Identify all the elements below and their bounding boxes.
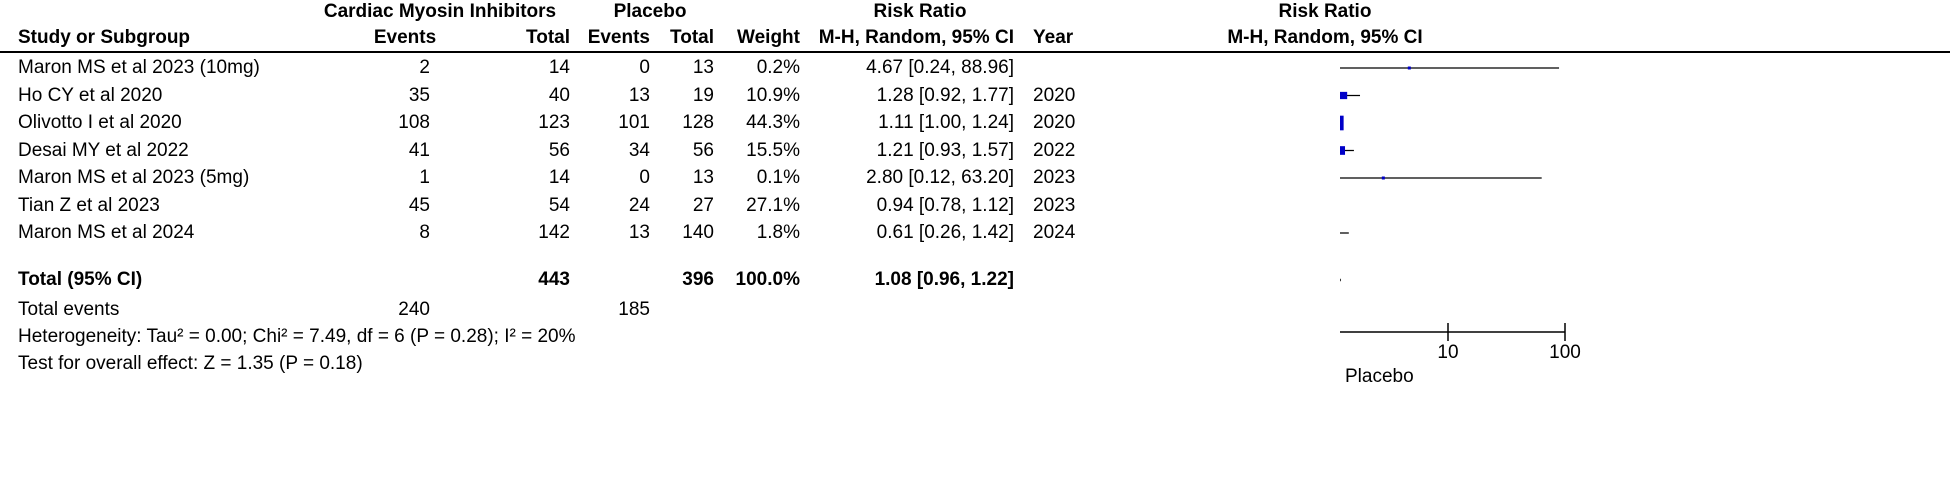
header-year: Year [1033, 27, 1074, 48]
effect-marker [1407, 66, 1411, 70]
study-year: 2023 [1033, 194, 1076, 216]
total-total2: 396 [682, 269, 714, 290]
study-ci: 1.21 [0.93, 1.57] [876, 139, 1014, 161]
pooled-diamond [1340, 278, 1342, 282]
header-weight: Weight [737, 27, 800, 48]
study-total2: 140 [682, 222, 714, 243]
study-total1: 123 [538, 112, 570, 133]
study-year: 2020 [1033, 84, 1076, 106]
study-total2: 56 [692, 139, 714, 161]
total-events-label: Total events [18, 299, 120, 320]
study-total1: 56 [548, 139, 570, 161]
study-total1: 54 [548, 194, 570, 216]
heterogeneity-text: Heterogeneity: Tau² = 0.00; Chi² = 7.49,… [18, 326, 576, 347]
study-events1: 35 [408, 84, 430, 106]
study-year: 2022 [1033, 139, 1076, 161]
study-weight: 1.8% [756, 222, 800, 243]
forest-plot: 0.010.1110100Cardiac Myosin InhibitorsPl… [1340, 66, 1581, 387]
study-ci: 0.61 [0.26, 1.42] [876, 222, 1014, 243]
header-events2: Events [587, 27, 650, 48]
overall-effect-text: Test for overall effect: Z = 1.35 (P = 0… [18, 353, 363, 374]
header-method: M-H, Random, 95% CI [818, 27, 1014, 48]
header-study: Study or Subgroup [18, 27, 191, 48]
study-events2: 13 [628, 84, 650, 106]
favours-right-label: Placebo [1345, 366, 1414, 387]
total-weight: 100.0% [735, 269, 800, 290]
study-year: 2020 [1033, 112, 1076, 133]
total-ci: 1.08 [0.96, 1.22] [874, 269, 1014, 290]
study-name: Maron MS et al 2023 (10mg) [18, 57, 260, 78]
study-weight: 15.5% [746, 139, 800, 161]
study-total1: 14 [548, 167, 570, 188]
study-events1: 41 [408, 139, 430, 161]
study-total2: 13 [692, 57, 714, 78]
header-plot-method: M-H, Random, 95% CI [1227, 27, 1423, 48]
total-total1: 443 [538, 269, 570, 290]
study-events2: 0 [639, 167, 650, 188]
study-events1: 8 [419, 222, 430, 243]
header-events1: Events [373, 27, 437, 48]
study-name: Desai MY et al 2022 [18, 139, 189, 161]
study-weight: 27.1% [746, 194, 800, 216]
study-year: 2024 [1033, 222, 1076, 243]
study-name: Tian Z et al 2023 [18, 194, 160, 216]
study-total2: 27 [692, 194, 714, 216]
study-events1: 2 [419, 57, 430, 78]
study-weight: 44.3% [746, 112, 800, 133]
study-name: Ho CY et al 2020 [18, 84, 163, 106]
effect-marker [1381, 176, 1385, 180]
tick-label: 10 [1437, 342, 1458, 363]
study-name: Maron MS et al 2024 [18, 222, 195, 243]
total-events1: 240 [398, 299, 430, 320]
study-total2: 19 [692, 84, 714, 106]
study-events2: 24 [628, 194, 650, 216]
study-total2: 128 [682, 112, 714, 133]
tick-label: 100 [1549, 342, 1581, 363]
study-total1: 142 [538, 222, 570, 243]
study-total2: 13 [692, 167, 714, 188]
study-events2: 13 [628, 222, 650, 243]
study-ci: 1.28 [0.92, 1.77] [876, 84, 1014, 106]
study-events2: 34 [628, 139, 650, 161]
study-year: 2023 [1033, 167, 1076, 188]
study-total1: 40 [548, 84, 570, 106]
study-weight: 0.2% [756, 57, 800, 78]
study-weight: 10.9% [746, 84, 800, 106]
study-events1: 108 [398, 112, 430, 133]
study-weight: 0.1% [756, 167, 800, 188]
study-name: Olivotto I et al 2020 [18, 112, 182, 133]
effect-marker [1340, 115, 1344, 131]
header-group2: Placebo [613, 1, 687, 22]
study-name: Maron MS et al 2023 (5mg) [18, 167, 250, 188]
study-events2: 0 [639, 57, 650, 78]
study-ci: 1.11 [1.00, 1.24] [878, 112, 1014, 133]
study-events1: 45 [408, 194, 430, 216]
header-total1: Total [526, 27, 570, 48]
effect-marker [1340, 146, 1346, 155]
study-ci: 2.80 [0.12, 63.20] [866, 167, 1014, 188]
study-events2: 101 [618, 112, 650, 133]
study-ci: 4.67 [0.24, 88.96] [866, 57, 1014, 78]
header-total2: Total [670, 27, 714, 48]
effect-marker [1340, 91, 1348, 100]
header-effect: Risk Ratio [873, 1, 967, 22]
study-ci: 0.94 [0.78, 1.12] [876, 194, 1014, 216]
total-label: Total (95% CI) [18, 269, 143, 290]
header-plot: Risk Ratio [1278, 1, 1372, 22]
total-events2: 185 [618, 299, 650, 320]
study-events1: 1 [419, 167, 430, 188]
header-rule [0, 51, 1950, 53]
header-group1: Cardiac Myosin Inhibitors [323, 1, 557, 22]
study-total1: 14 [548, 57, 570, 78]
